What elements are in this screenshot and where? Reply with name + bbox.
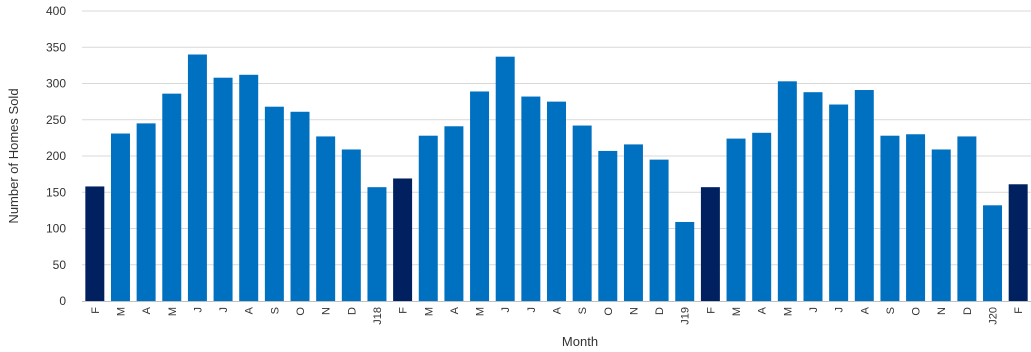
x-axis-title: Month	[562, 334, 598, 349]
x-tick-label: A	[552, 306, 564, 314]
bar	[700, 187, 720, 301]
x-tick-label: O	[911, 307, 923, 316]
bar	[726, 138, 746, 301]
x-tick-label: J	[808, 307, 820, 313]
x-tick-label: M	[475, 307, 487, 316]
x-tick-label: M	[115, 307, 127, 316]
x-tick-label: J20	[988, 307, 1000, 325]
bar	[367, 187, 387, 301]
bar	[906, 134, 926, 301]
y-axis-ticks: 0 50 100 150 200 250 300 350 400	[46, 4, 66, 308]
y-tick-label: 200	[46, 149, 66, 163]
bar	[623, 144, 643, 301]
x-tick-label: J	[192, 307, 204, 313]
bars	[85, 54, 1028, 302]
bar	[521, 96, 541, 301]
bar	[85, 186, 105, 301]
x-tick-label: A	[757, 306, 769, 314]
bar	[957, 136, 977, 301]
bar	[495, 56, 515, 301]
x-tick-label: J	[526, 307, 538, 313]
bar	[418, 135, 438, 301]
x-tick-label: D	[654, 307, 666, 315]
bar	[239, 74, 259, 301]
x-tick-label: D	[346, 307, 358, 315]
x-tick-label: A	[449, 306, 461, 314]
y-tick-label: 250	[46, 113, 66, 127]
bar	[752, 132, 772, 301]
y-tick-label: 100	[46, 222, 66, 236]
x-tick-label: D	[962, 307, 974, 315]
x-tick-label: J19	[680, 307, 692, 325]
bar	[213, 77, 233, 301]
x-tick-label: O	[295, 307, 307, 316]
y-tick-label: 300	[46, 77, 66, 91]
bar	[803, 92, 823, 301]
bar	[854, 90, 874, 302]
bar	[829, 104, 849, 302]
x-tick-label: S	[885, 307, 897, 314]
y-tick-label: 50	[53, 258, 67, 272]
bar	[1008, 184, 1028, 301]
y-tick-label: 0	[59, 294, 66, 308]
bar	[393, 178, 413, 301]
bar	[880, 135, 900, 301]
y-tick-label: 400	[46, 4, 66, 18]
bar	[110, 133, 130, 301]
x-tick-label: A	[859, 306, 871, 314]
x-tick-label: S	[269, 307, 281, 314]
y-axis-title: Number of Homes Sold	[6, 88, 21, 223]
x-tick-label: J18	[372, 307, 384, 325]
x-tick-label: N	[936, 307, 948, 315]
x-tick-label: F	[705, 307, 717, 314]
x-axis-ticks: F M A M J J A S O N D J18 F M A M J J A S O N D J19 F M A M J J A S O N D J…	[90, 306, 1025, 324]
bar	[649, 159, 669, 301]
x-tick-label: F	[90, 307, 102, 314]
x-tick-label: F	[1013, 307, 1025, 314]
bar	[290, 111, 310, 302]
bar	[983, 205, 1003, 301]
y-tick-label: 350	[46, 40, 66, 54]
bar	[136, 123, 156, 301]
x-tick-label: A	[244, 306, 256, 314]
x-tick-label: M	[167, 307, 179, 316]
x-tick-label: N	[628, 307, 640, 315]
bar	[931, 149, 951, 301]
bar	[675, 221, 695, 301]
bar	[572, 125, 592, 301]
bar	[444, 126, 464, 302]
bar	[598, 150, 618, 301]
x-tick-label: F	[398, 307, 410, 314]
x-tick-label: S	[577, 307, 589, 314]
x-tick-label: M	[782, 307, 794, 316]
x-tick-label: J	[218, 307, 230, 313]
x-tick-label: N	[321, 307, 333, 315]
x-tick-label: M	[731, 307, 743, 316]
bar	[341, 149, 361, 301]
bar	[162, 93, 182, 302]
x-tick-label: M	[423, 307, 435, 316]
y-tick-label: 150	[46, 185, 66, 199]
x-tick-label: A	[141, 306, 153, 314]
x-tick-label: J	[834, 307, 846, 313]
bar	[777, 81, 797, 301]
bar	[547, 101, 566, 301]
bar	[470, 91, 490, 301]
bar	[264, 106, 284, 301]
bar	[187, 54, 207, 301]
bar	[316, 136, 336, 301]
x-tick-label: O	[603, 307, 615, 316]
x-tick-label: J	[500, 307, 512, 313]
